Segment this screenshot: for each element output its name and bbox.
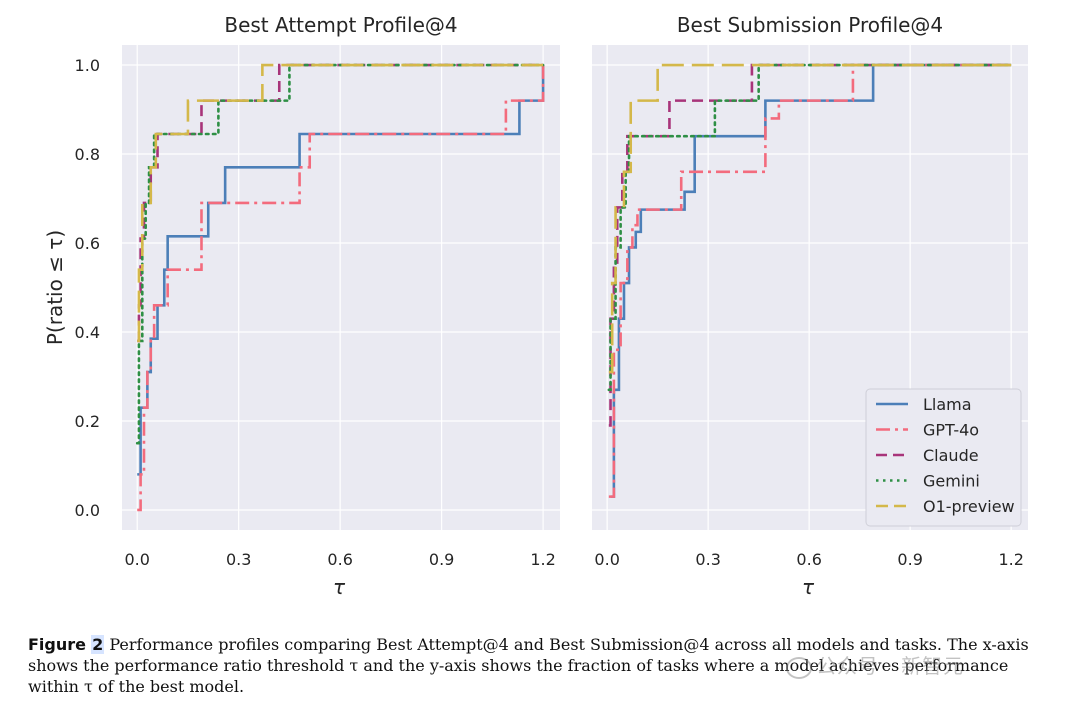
y-tick-label: 1.0 xyxy=(75,56,100,75)
plot-area xyxy=(122,45,560,530)
legend-label-gpt-4o: GPT-4o xyxy=(923,421,979,440)
caption-label: Figure xyxy=(28,635,86,654)
y-axis-label: P(ratio ≤ τ) xyxy=(43,230,67,345)
x-tick-label: 0.0 xyxy=(124,550,149,569)
y-tick-label: 0.4 xyxy=(75,323,100,342)
x-tick-label: 1.2 xyxy=(530,550,555,569)
watermark: 公众号 · 新智元 xyxy=(786,650,964,679)
x-tick-label: 0.9 xyxy=(897,550,922,569)
x-axis-label: τ xyxy=(333,575,346,599)
x-tick-label: 1.2 xyxy=(998,550,1023,569)
performance-profile-figure: 0.0 0.3 0.6 0.9 1.2 0.0 0.2 0.4 0.6 0.8 1.0 Best At… xyxy=(43,13,1028,599)
figure-caption: Figure 2 Performance profiles comparing … xyxy=(28,634,1052,697)
caption-text: Performance profiles comparing Best Atte… xyxy=(28,635,1029,696)
x-tick-label: 0.3 xyxy=(226,550,251,569)
chart-title: Best Attempt Profile@4 xyxy=(224,13,457,37)
x-tick-label: 0.6 xyxy=(327,550,352,569)
chart-title: Best Submission Profile@4 xyxy=(677,13,943,37)
x-tick-label: 0.9 xyxy=(429,550,454,569)
legend-label-claude: Claude xyxy=(923,446,979,465)
caption-number[interactable]: 2 xyxy=(91,635,105,654)
y-tick-label: 0.2 xyxy=(75,412,100,431)
series-line-gpt-4o xyxy=(608,63,1012,498)
chart-panel-1: 0.0 0.3 0.6 0.9 1.2 0.0 0.2 0.4 0.6 0.8 1.0 Best At… xyxy=(43,13,560,599)
y-tick-label: 0.0 xyxy=(75,501,100,520)
series-line-gpt-4o xyxy=(137,65,545,512)
y-tick-label: 0.6 xyxy=(75,234,100,253)
series-line-claude xyxy=(608,63,1012,427)
x-tick-label: 0.6 xyxy=(796,550,821,569)
legend-label-llama: Llama xyxy=(923,395,972,414)
chart-panel-2: 0.0 0.3 0.6 0.9 1.2 Best Submission Profile@4… xyxy=(592,13,1028,599)
legend-box xyxy=(865,388,1022,527)
legend-label-o1-preview: O1-preview xyxy=(923,497,1015,516)
x-axis-label: τ xyxy=(802,575,815,599)
legend-label-gemini: Gemini xyxy=(923,472,980,491)
series-line-o1-preview xyxy=(137,63,544,343)
x-tick-label: 0.0 xyxy=(594,550,619,569)
y-tick-label: 0.8 xyxy=(75,145,100,164)
legend: Llama GPT-4o Claude Gemini O1-preview xyxy=(865,388,1022,527)
x-tick-label: 0.3 xyxy=(695,550,720,569)
series-line-gemini xyxy=(607,63,1013,392)
wechat-icon xyxy=(786,656,812,679)
series-line-o1-preview xyxy=(608,63,1012,374)
watermark-text: 公众号 · 新智元 xyxy=(816,654,965,678)
